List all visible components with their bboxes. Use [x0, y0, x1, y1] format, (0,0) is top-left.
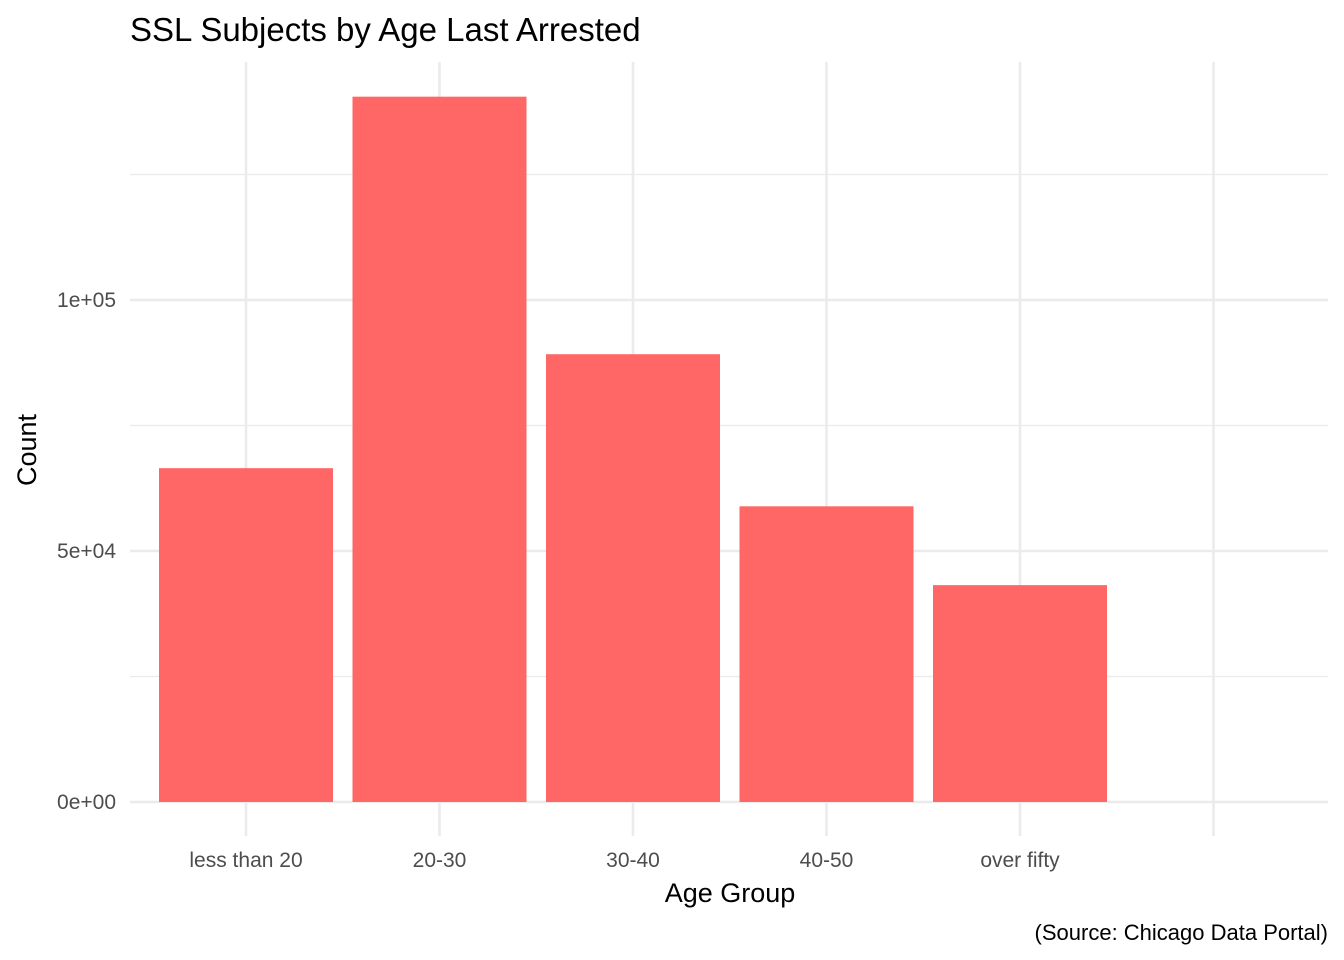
- x-axis-tick-labels: less than 20 20-30 30-40 40-50 over fifty: [189, 849, 1060, 872]
- y-axis-tick-labels: 0e+00 5e+04 1e+05: [57, 289, 116, 814]
- y-tick-label: 5e+04: [57, 540, 116, 563]
- chart-title: SSL Subjects by Age Last Arrested: [130, 11, 641, 48]
- x-axis-title: Age Group: [665, 878, 796, 908]
- bars: [159, 96, 1107, 802]
- x-tick-label: 40-50: [800, 849, 854, 872]
- bar: [352, 96, 527, 802]
- x-tick-label: 20-30: [413, 849, 467, 872]
- y-tick-label: 0e+00: [57, 791, 116, 814]
- y-tick-label: 1e+05: [57, 289, 116, 312]
- y-axis-title: Count: [12, 413, 42, 486]
- x-tick-label: 30-40: [606, 849, 660, 872]
- chart-caption: (Source: Chicago Data Portal): [1035, 920, 1328, 945]
- x-tick-label: over fifty: [980, 849, 1060, 872]
- bar: [933, 585, 1107, 802]
- x-tick-label: less than 20: [189, 849, 302, 872]
- bar: [159, 468, 333, 802]
- bar: [546, 354, 720, 802]
- bar: [739, 506, 914, 802]
